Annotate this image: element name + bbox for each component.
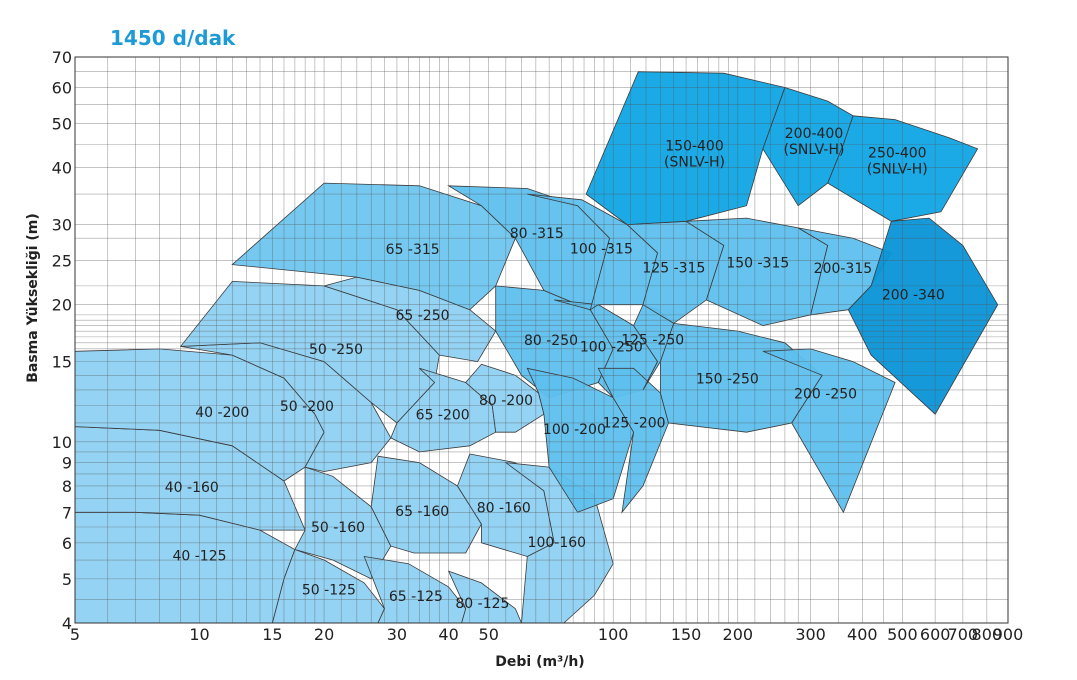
region-label-20: 100 -315 bbox=[570, 241, 633, 257]
y-tick-label: 10 bbox=[52, 433, 72, 452]
region-label-8: 65 -160 bbox=[395, 504, 449, 520]
x-tick-label: 500 bbox=[887, 625, 918, 644]
region-label-1: 40 -160 bbox=[165, 480, 219, 496]
y-tick-label: 8 bbox=[62, 477, 72, 496]
region-label-12: 80 -160 bbox=[477, 501, 531, 517]
x-tick-label: 20 bbox=[314, 625, 334, 644]
grid-layer bbox=[74, 56, 1009, 624]
region-label-30: 250-400 (SNLV-H) bbox=[867, 145, 928, 177]
y-tick-label: 20 bbox=[52, 296, 72, 315]
x-tick-label: 40 bbox=[438, 625, 458, 644]
y-tick-label: 4 bbox=[62, 614, 72, 633]
region-label-14: 100-160 bbox=[528, 535, 587, 551]
region-label-26: 200 -250 bbox=[794, 387, 857, 403]
regions-layer bbox=[74, 71, 999, 624]
region-65-160 bbox=[370, 455, 482, 554]
region-label-10: 65 -250 bbox=[395, 308, 449, 324]
y-tick-label: 6 bbox=[62, 534, 72, 553]
x-tick-label: 50 bbox=[479, 625, 499, 644]
y-tick-label: 5 bbox=[62, 570, 72, 589]
x-tick-label: 300 bbox=[795, 625, 826, 644]
y-tick-label: 9 bbox=[62, 454, 72, 473]
region-label-15: 65 -315 bbox=[386, 242, 440, 258]
y-tick-label: 25 bbox=[52, 252, 72, 271]
x-tick-label: 100 bbox=[598, 625, 629, 644]
region-label-19: 100 -250 bbox=[580, 340, 643, 356]
region-label-18: 100 -200 bbox=[543, 422, 606, 438]
x-tick-label: 900 bbox=[993, 625, 1024, 644]
region-label-23: 125 -315 bbox=[642, 260, 705, 276]
region-label-29: 200-400 (SNLV-H) bbox=[784, 126, 845, 158]
y-tick-label: 60 bbox=[52, 79, 72, 98]
region-80-200 bbox=[465, 363, 545, 433]
x-tick-label: 700 bbox=[948, 625, 979, 644]
region-label-17: 80 -315 bbox=[510, 226, 564, 242]
x-axis-label: Debi (m³/h) bbox=[495, 654, 585, 670]
ticks-layer: 5 10 15 20 30 40 50 100 150 200 300 400 500 600700800… bbox=[52, 48, 1024, 644]
region-label-25: 150 -315 bbox=[726, 255, 789, 271]
y-tick-label: 70 bbox=[52, 48, 72, 67]
region-label-16: 80 -250 bbox=[524, 333, 578, 349]
region-label-9: 65 -200 bbox=[416, 407, 470, 423]
region-label-11: 80 -125 bbox=[455, 596, 509, 612]
region-label-0: 40 -125 bbox=[172, 549, 226, 565]
x-tick-label: 600 bbox=[920, 625, 951, 644]
region-label-21: 125 -200 bbox=[603, 416, 666, 432]
x-tick-label: 15 bbox=[262, 625, 282, 644]
region-label-31: 200 -340 bbox=[882, 287, 945, 303]
region-label-28: 150-400 (SNLV-H) bbox=[664, 138, 725, 170]
x-tick-label: 30 bbox=[387, 625, 407, 644]
region-label-7: 65 -125 bbox=[389, 589, 443, 605]
y-tick-label: 50 bbox=[52, 115, 72, 134]
region-100-200 bbox=[526, 367, 635, 513]
region-label-27: 200-315 bbox=[814, 261, 873, 277]
x-tick-label: 5 bbox=[70, 625, 80, 644]
labels-layer: 40 -125 40 -160 40 -200 50 -125 50 -160 50 -2… bbox=[165, 126, 945, 612]
y-tick-label: 15 bbox=[52, 353, 72, 372]
y-tick-label: 30 bbox=[52, 216, 72, 235]
x-tick-label: 200 bbox=[723, 625, 754, 644]
region-label-13: 80 -200 bbox=[479, 393, 533, 409]
y-tick-label: 7 bbox=[62, 503, 72, 522]
x-tick-label: 150 bbox=[671, 625, 702, 644]
region-label-5: 50 -200 bbox=[280, 399, 334, 415]
region-label-3: 50 -125 bbox=[302, 582, 356, 598]
region-label-6: 50 -250 bbox=[309, 342, 363, 358]
region-label-24: 150 -250 bbox=[696, 371, 759, 387]
x-tick-label: 400 bbox=[847, 625, 878, 644]
y-tick-label: 40 bbox=[52, 159, 72, 178]
region-label-4: 50 -160 bbox=[311, 520, 365, 536]
region-label-22: 125 -250 bbox=[621, 333, 684, 349]
region-label-2: 40 -200 bbox=[195, 405, 249, 421]
plot-frame bbox=[74, 56, 1009, 624]
x-tick-label: 800 bbox=[972, 625, 1003, 644]
chart-title: 1450 d/dak bbox=[110, 26, 236, 50]
x-tick-label: 10 bbox=[189, 625, 209, 644]
